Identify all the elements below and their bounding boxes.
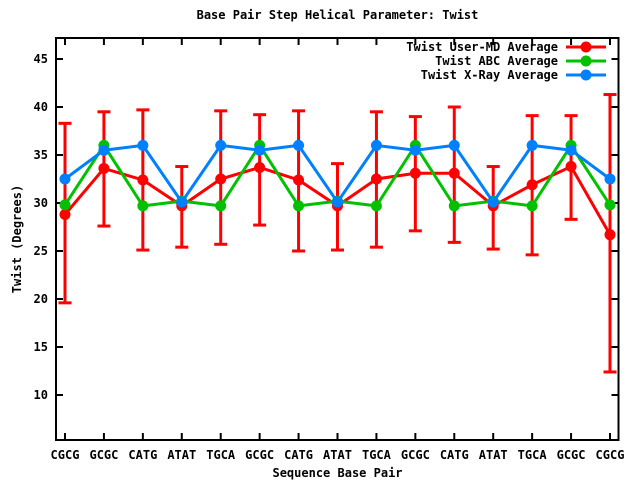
legend-point-sample <box>580 55 592 67</box>
y-tick-label: 30 <box>34 196 48 210</box>
x-tick-label: ATAT <box>323 448 352 462</box>
x-tick-label: TGCA <box>518 448 548 462</box>
y-axis-label: Twist (Degrees) <box>10 184 24 294</box>
x-tick-label: CATG <box>284 448 313 462</box>
data-point-series-2 <box>487 196 499 208</box>
y-tick-label: 35 <box>34 148 48 162</box>
x-tick-label: GCGC <box>401 448 430 462</box>
legend-label: Twist X-Ray Average <box>421 68 558 82</box>
data-point-series-2 <box>59 173 71 185</box>
x-tick-label: CATG <box>440 448 469 462</box>
x-tick-label: CGCG <box>51 448 80 462</box>
y-tick-label: 15 <box>34 340 48 354</box>
data-point-series-0 <box>370 173 382 185</box>
x-tick-label: ATAT <box>167 448 196 462</box>
data-point-series-0 <box>409 167 421 179</box>
data-point-series-2 <box>215 139 227 151</box>
legend-label: Twist User-MD Average <box>406 40 558 54</box>
data-point-series-1 <box>59 199 71 211</box>
legend-point-sample <box>580 41 592 53</box>
y-tick-label: 45 <box>34 52 48 66</box>
data-point-series-2 <box>565 144 577 156</box>
data-point-series-1 <box>448 200 460 212</box>
data-point-series-0 <box>137 174 149 186</box>
data-point-series-2 <box>331 196 343 208</box>
x-tick-label: GCGC <box>245 448 274 462</box>
x-tick-label: CGCG <box>596 448 625 462</box>
y-tick-label: 10 <box>34 388 48 402</box>
data-point-series-2 <box>254 144 266 156</box>
data-point-series-1 <box>293 200 305 212</box>
data-point-series-0 <box>215 173 227 185</box>
data-point-series-0 <box>448 167 460 179</box>
chart-title: Base Pair Step Helical Parameter: Twist <box>196 8 479 22</box>
data-point-series-2 <box>370 139 382 151</box>
x-axis-label: Sequence Base Pair <box>272 466 403 480</box>
x-tick-label: CATG <box>128 448 157 462</box>
x-tick-label: TGCA <box>362 448 392 462</box>
data-point-series-2 <box>604 173 616 185</box>
data-point-series-0 <box>565 161 577 173</box>
x-tick-label: ATAT <box>479 448 508 462</box>
data-point-series-2 <box>526 139 538 151</box>
data-point-series-0 <box>526 179 538 191</box>
data-point-series-1 <box>370 200 382 212</box>
data-point-series-0 <box>98 162 110 174</box>
data-point-series-0 <box>254 161 266 173</box>
data-point-series-1 <box>137 200 149 212</box>
x-tick-label: TGCA <box>206 448 236 462</box>
x-tick-label: GCGC <box>89 448 118 462</box>
data-point-series-1 <box>604 199 616 211</box>
data-point-series-2 <box>176 196 188 208</box>
legend-point-sample <box>580 69 592 81</box>
data-point-series-2 <box>293 139 305 151</box>
data-point-series-2 <box>409 144 421 156</box>
y-tick-label: 20 <box>34 292 48 306</box>
data-point-series-0 <box>59 209 71 221</box>
data-point-series-0 <box>293 174 305 186</box>
data-point-series-1 <box>215 200 227 212</box>
data-point-series-2 <box>98 144 110 156</box>
data-point-series-0 <box>604 229 616 241</box>
x-tick-label: GCGC <box>557 448 586 462</box>
legend-label: Twist ABC Average <box>435 54 558 68</box>
data-point-series-1 <box>526 200 538 212</box>
data-point-series-2 <box>137 139 149 151</box>
y-tick-label: 25 <box>34 244 48 258</box>
y-tick-label: 40 <box>34 100 48 114</box>
data-point-series-2 <box>448 139 460 151</box>
